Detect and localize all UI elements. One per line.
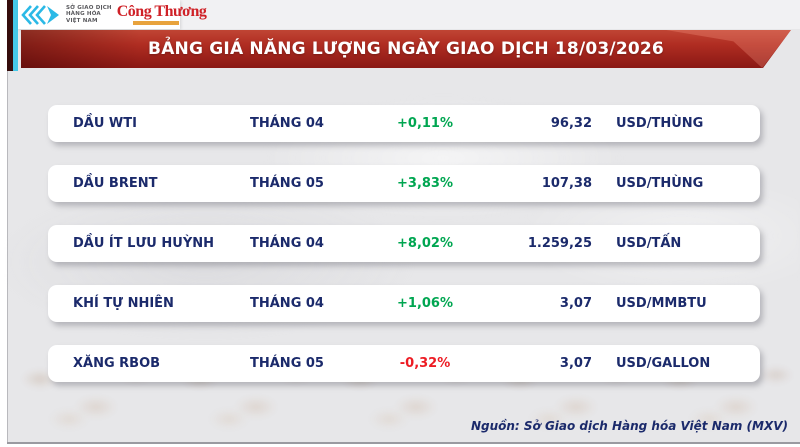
commodity-name: XĂNG RBOB bbox=[73, 356, 161, 371]
congthuong-logo: Công Thương bbox=[117, 4, 207, 25]
contract-month: THÁNG 04 bbox=[250, 236, 324, 251]
change-percent: +1,06% bbox=[397, 296, 453, 311]
price-row: XĂNG RBOB THÁNG 05 -0,32% 3,07 USD/GALLO… bbox=[48, 345, 760, 382]
price-unit: USD/THÙNG bbox=[616, 176, 704, 191]
mxv-text-line1: SỞ GIAO DỊCH bbox=[66, 5, 112, 12]
commodity-name: KHÍ TỰ NHIÊN bbox=[73, 296, 174, 311]
commodity-name: DẦU BRENT bbox=[73, 176, 158, 191]
contract-month: THÁNG 05 bbox=[250, 176, 324, 191]
contract-month: THÁNG 05 bbox=[250, 356, 324, 371]
price-row: DẦU BRENT THÁNG 05 +3,83% 107,38 USD/THÙ… bbox=[48, 165, 760, 202]
price-row: DẦU ÍT LƯU HUỲNH THÁNG 04 +8,02% 1.259,2… bbox=[48, 225, 760, 262]
bottom-divider bbox=[7, 442, 800, 444]
contract-month: THÁNG 04 bbox=[250, 296, 324, 311]
mxv-arrow-shape bbox=[47, 5, 59, 24]
change-percent: -0,32% bbox=[399, 356, 451, 371]
congthuong-gold-bar bbox=[132, 21, 179, 25]
title-banner: BẢNG GIÁ NĂNG LƯỢNG NGÀY GIAO DỊCH 18/03… bbox=[21, 30, 791, 68]
change-percent: +3,83% bbox=[397, 176, 453, 191]
mxv-text-line2: HÀNG HÓA bbox=[66, 11, 101, 18]
price-unit: USD/MMBTU bbox=[616, 296, 707, 311]
price-rows: DẦU WTI THÁNG 04 +0,11% 96,32 USD/THÙNG … bbox=[48, 105, 760, 382]
mxv-logo-text: SỞ GIAO DỊCH HÀNG HÓA VIỆT NAM bbox=[66, 5, 112, 23]
price-value: 96,32 bbox=[550, 116, 592, 131]
left-accent-bar-cyan bbox=[13, 0, 18, 71]
mxv-chevrons-icon bbox=[21, 4, 59, 25]
price-value: 3,07 bbox=[559, 296, 592, 311]
price-unit: USD/THÙNG bbox=[616, 116, 704, 131]
price-row: DẦU WTI THÁNG 04 +0,11% 96,32 USD/THÙNG bbox=[48, 105, 760, 142]
change-percent: +0,11% bbox=[397, 116, 453, 131]
page-title: BẢNG GIÁ NĂNG LƯỢNG NGÀY GIAO DỊCH 18/03… bbox=[148, 39, 664, 59]
price-unit: USD/TẤN bbox=[616, 236, 682, 251]
mxv-text-line3: VIỆT NAM bbox=[66, 17, 98, 24]
left-accent-bar-maroon bbox=[7, 0, 13, 71]
commodity-name: DẦU ÍT LƯU HUỲNH bbox=[73, 236, 215, 251]
commodity-name: DẦU WTI bbox=[73, 116, 137, 131]
price-value: 3,07 bbox=[559, 356, 592, 371]
source-note: Nguồn: Sở Giao dịch Hàng hóa Việt Nam (M… bbox=[470, 419, 788, 433]
congthuong-logo-text: Công Thương bbox=[116, 3, 207, 20]
price-value: 1.259,25 bbox=[527, 236, 592, 251]
price-value: 107,38 bbox=[541, 176, 592, 191]
price-unit: USD/GALLON bbox=[616, 356, 711, 371]
contract-month: THÁNG 04 bbox=[250, 116, 324, 131]
logo-box: SỞ GIAO DỊCH HÀNG HÓA VIỆT NAM Công Thươ… bbox=[18, 0, 207, 29]
price-row: KHÍ TỰ NHIÊN THÁNG 04 +1,06% 3,07 USD/MM… bbox=[48, 285, 760, 322]
change-percent: +8,02% bbox=[397, 236, 453, 251]
